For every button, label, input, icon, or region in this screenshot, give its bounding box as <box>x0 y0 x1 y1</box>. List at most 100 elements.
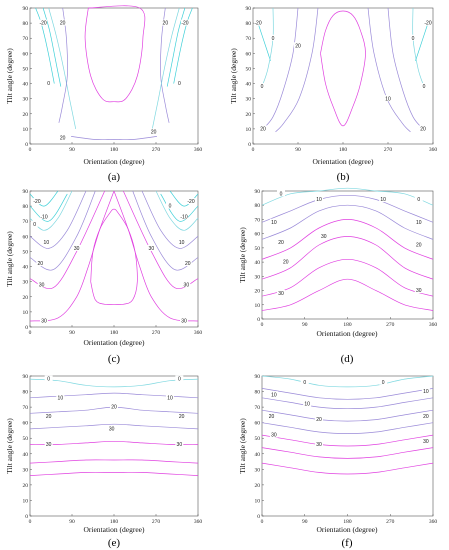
panel-label-d: (d) <box>341 353 354 365</box>
contour-label: -20 <box>187 199 194 205</box>
x-tick-label: 90 <box>69 147 75 153</box>
contour-label-bg <box>315 416 323 423</box>
contour-label: 10 <box>271 392 277 398</box>
y-tick-label: 90 <box>255 189 261 195</box>
contour-line <box>412 7 425 87</box>
y-tick-label: 60 <box>23 234 29 240</box>
y-axis-label: Tilt angle (degree) <box>238 418 247 474</box>
contour-label-bg <box>177 412 186 419</box>
contour-label: 10 <box>316 197 322 203</box>
contour-label-bg <box>315 440 323 447</box>
y-tick-label: 0 <box>25 325 28 331</box>
contour-label: 0 <box>47 81 50 87</box>
contour-line <box>29 471 199 476</box>
x-tick-label: 180 <box>110 330 119 336</box>
contour-line <box>261 388 434 400</box>
contour-label-bg <box>36 260 45 267</box>
contour-line <box>141 190 199 249</box>
contour-label-bg <box>166 202 174 209</box>
y-tick-label: 10 <box>255 303 261 309</box>
contour-line <box>90 208 138 306</box>
contour-label: 10 <box>304 402 310 408</box>
y-tick-label: 20 <box>255 483 261 489</box>
y-tick-label: 70 <box>246 36 252 42</box>
contour-line <box>122 190 199 290</box>
contour-line <box>262 7 299 130</box>
x-axis-label: Orientation (degree) <box>312 157 374 166</box>
x-tick-label: 360 <box>194 519 203 525</box>
x-tick-label: 180 <box>343 322 352 328</box>
contour-line <box>261 278 434 311</box>
contour-line <box>173 7 193 84</box>
contour-label-bg <box>175 80 184 87</box>
contour-label-bg <box>187 198 195 205</box>
panel-label-a: (a) <box>108 171 121 183</box>
contour-label-bg <box>421 388 430 395</box>
contour-label-bg <box>40 317 48 324</box>
x-tick-label: 90 <box>302 322 308 328</box>
contour-label: 30 <box>109 426 115 432</box>
contour-label: 10 <box>167 395 173 401</box>
contour-label: 0 <box>423 84 426 90</box>
contour-label-bg <box>259 125 267 132</box>
panel-a: 0 90 180 270 360 0 10 20 30 40 50 60 70 80 90 -20 0 20 -… <box>5 5 202 183</box>
y-axis-label: Tilt angle (degree) <box>5 418 14 474</box>
contour-label: 0 <box>261 84 264 90</box>
y-tick-label: 20 <box>23 295 29 301</box>
y-tick-label: 80 <box>255 390 261 396</box>
contour-label: 20 <box>60 21 66 27</box>
contour-label: 20 <box>295 43 301 49</box>
contour-label: -20 <box>424 21 431 27</box>
x-tick-label: 360 <box>194 330 203 336</box>
contour-label-bg <box>166 394 174 401</box>
contour-label: 0 <box>178 377 181 383</box>
y-tick-label: 50 <box>255 436 261 442</box>
y-tick-label: 80 <box>23 390 29 396</box>
contour-label-bg <box>180 317 188 324</box>
contour-label-bg <box>319 233 328 240</box>
y-tick-label: 40 <box>23 265 29 271</box>
contour-label: 0 <box>412 36 415 42</box>
y-tick-label: 40 <box>255 260 261 266</box>
contour-line <box>261 258 434 297</box>
contour-label: 30 <box>321 234 327 240</box>
y-tick-label: 0 <box>257 514 260 520</box>
contour-label-bg <box>303 400 312 407</box>
y-tick-label: 60 <box>246 51 252 57</box>
contour-label: 20 <box>416 243 422 249</box>
y-tick-label: 0 <box>248 142 251 148</box>
contour-label: 10 <box>179 240 185 246</box>
contour-label-bg <box>421 437 430 444</box>
contour-line <box>29 440 199 445</box>
contour-label: 20 <box>283 260 289 266</box>
contour-label: 10 <box>271 220 277 226</box>
y-tick-label: 90 <box>23 189 29 195</box>
contour-label-bg <box>267 412 276 419</box>
panel-c: 0 90 180 270 360 0 10 20 30 40 50 60 70 80 90 -20 -10 0… <box>5 189 202 365</box>
x-axis-label: Orientation (degree) <box>83 338 145 347</box>
contour-label-bg <box>107 425 116 432</box>
contour-label: 20 <box>420 126 426 132</box>
x-tick-label: 180 <box>110 147 119 153</box>
contour-label-bg <box>269 34 277 41</box>
y-tick-label: 80 <box>246 21 252 27</box>
x-tick-label: 0 <box>29 147 32 153</box>
y-tick-label: 40 <box>246 82 252 88</box>
contour-label: 20 <box>185 261 191 267</box>
y-tick-label: 20 <box>23 112 29 118</box>
contour-label: 30 <box>177 442 183 448</box>
contour-label: 20 <box>423 414 429 420</box>
contour-line <box>160 193 199 222</box>
contour-line <box>261 434 434 447</box>
x-tick-label: 360 <box>429 147 438 153</box>
contour-line <box>261 422 434 434</box>
contour-label: -20 <box>181 21 188 27</box>
contour-label-bg <box>72 244 81 251</box>
y-tick-label: 60 <box>23 421 29 427</box>
contour-line <box>113 190 199 322</box>
y-tick-label: 20 <box>23 483 29 489</box>
contour-line <box>166 7 186 87</box>
x-tick-label: 0 <box>261 322 264 328</box>
y-tick-label: 70 <box>23 36 29 42</box>
contour-label-bg <box>180 213 188 220</box>
